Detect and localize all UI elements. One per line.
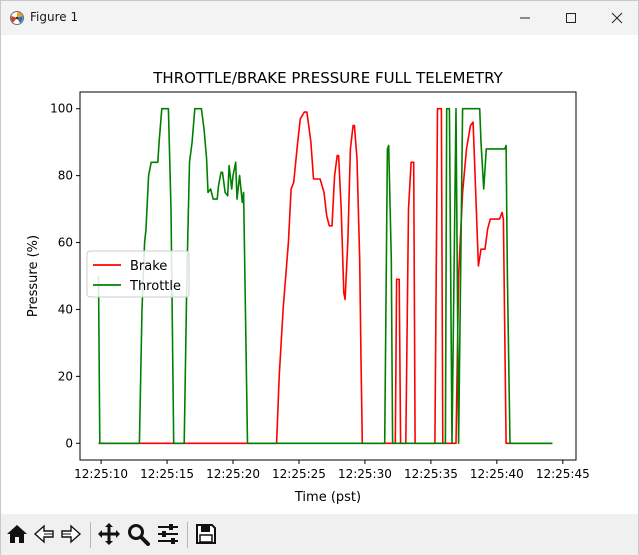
window-title: Figure 1 [30, 10, 79, 24]
minimize-button[interactable] [502, 1, 548, 35]
toolbar-separator [90, 522, 91, 548]
toolbar-separator [187, 522, 188, 548]
navigation-toolbar [1, 514, 638, 555]
forward-icon [61, 524, 82, 544]
telemetry-chart[interactable]: 12:25:10 12:25:15 12:25:20 12:25:25 12:25:30… [1, 35, 638, 514]
x-tick-label: 12:25:20 [206, 467, 260, 481]
zoom-icon [128, 524, 150, 546]
pan-icon [98, 523, 120, 545]
y-tick-label: 100 [50, 102, 73, 116]
save-button[interactable] [194, 522, 218, 546]
x-tick-label: 12:25:45 [536, 467, 590, 481]
x-tick-label: 12:25:10 [74, 467, 128, 481]
y-tick-label: 0 [65, 436, 73, 450]
save-icon [196, 524, 216, 544]
back-icon [33, 524, 54, 544]
maximize-icon [566, 13, 576, 23]
x-tick-label: 12:25:35 [404, 467, 458, 481]
maximize-button[interactable] [548, 1, 594, 35]
x-tick-label: 12:25:15 [140, 467, 194, 481]
legend: Brake Throttle [86, 250, 190, 298]
zoom-button[interactable] [126, 522, 150, 546]
chart-title: THROTTLE/BRAKE PRESSURE FULL TELEMETRY [152, 69, 503, 87]
home-icon [7, 525, 27, 543]
figure-canvas[interactable]: 12:25:10 12:25:15 12:25:20 12:25:25 12:25:30… [1, 35, 638, 514]
y-axis-label: Pressure (%) [26, 235, 41, 317]
x-axis-label: Time (pst) [294, 490, 361, 505]
ticks-layer: 12:25:10 12:25:15 12:25:20 12:25:25 12:25:30… [50, 102, 590, 481]
y-tick-label: 80 [58, 169, 73, 183]
home-button[interactable] [5, 522, 29, 546]
forward-button[interactable] [59, 522, 83, 546]
y-tick-label: 20 [58, 369, 73, 383]
series-line-throttle [97, 107, 553, 445]
y-tick-label: 60 [58, 236, 73, 250]
close-button[interactable] [594, 1, 639, 35]
series-layer [97, 107, 553, 445]
legend-label-throttle: Throttle [129, 279, 181, 294]
x-tick-label: 12:25:25 [272, 467, 326, 481]
minimize-icon [520, 17, 530, 19]
close-icon [611, 12, 623, 24]
x-tick-label: 12:25:30 [338, 467, 392, 481]
title-bar[interactable]: Figure 1 [1, 1, 638, 35]
back-button[interactable] [32, 522, 56, 546]
configure-subplots-button[interactable] [156, 522, 180, 546]
matplotlib-logo-icon [10, 11, 24, 25]
configure-subplots-icon [158, 524, 178, 544]
series-line-brake [98, 107, 553, 445]
x-tick-label: 12:25:40 [470, 467, 524, 481]
legend-label-brake: Brake [130, 259, 167, 274]
pan-button[interactable] [97, 522, 121, 546]
y-tick-label: 40 [58, 302, 73, 316]
